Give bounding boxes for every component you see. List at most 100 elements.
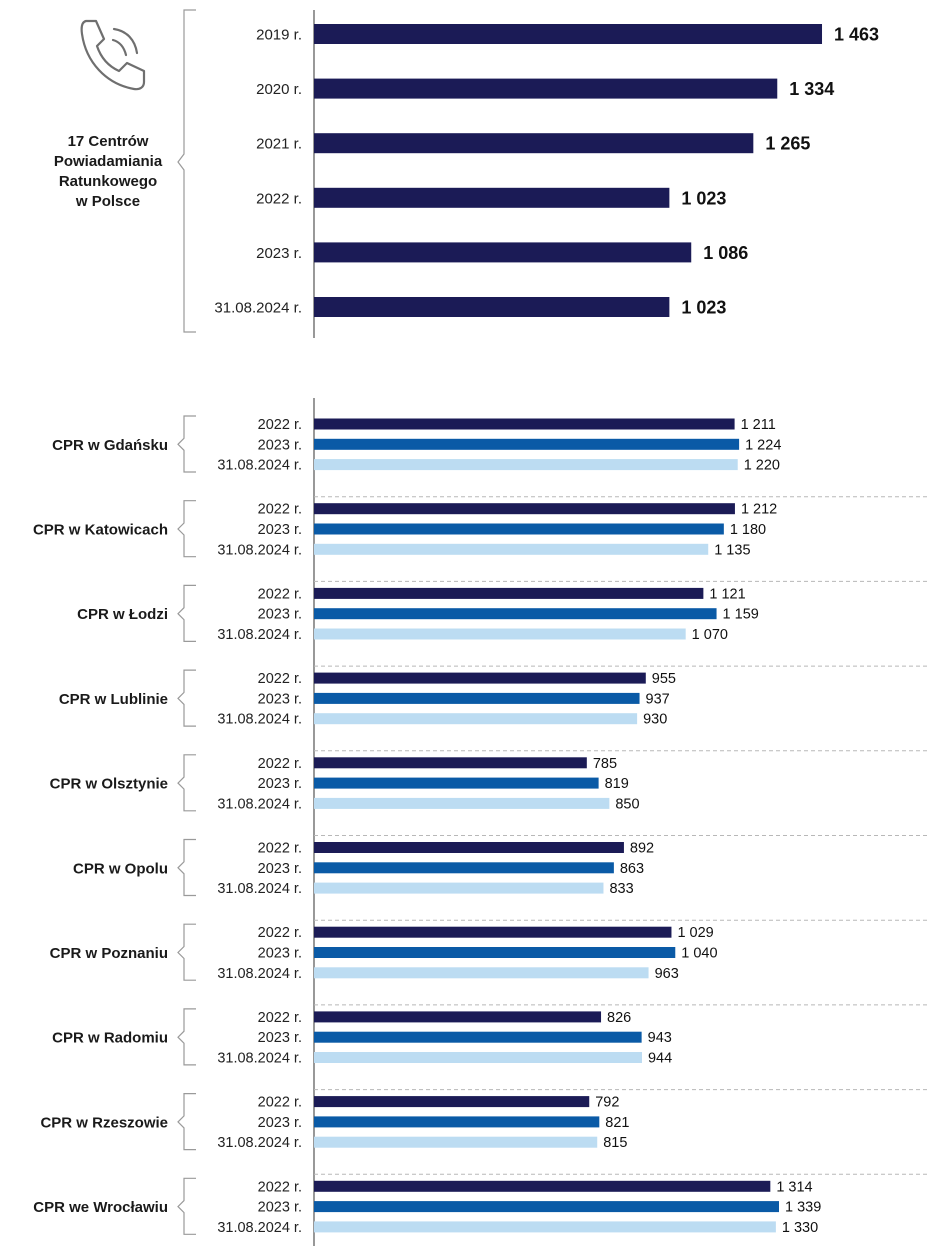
bar	[314, 692, 640, 704]
bar	[314, 587, 704, 599]
top-group-label-line: Ratunkowego	[59, 173, 157, 190]
group-label: CPR w Katowicach	[33, 522, 168, 539]
bar	[314, 1116, 600, 1128]
bar	[314, 926, 672, 938]
group-brace	[177, 584, 196, 642]
series-label: 2022 r.	[258, 756, 302, 772]
series-label: 31.08.2024 r.	[217, 881, 302, 897]
series-label: 2022 r.	[258, 841, 302, 857]
value-label: 1 159	[723, 607, 759, 623]
bar	[314, 1201, 779, 1213]
series-label: 2023 r.	[258, 437, 302, 453]
group-brace	[177, 669, 196, 727]
value-label: 1 180	[730, 522, 766, 538]
bar	[314, 459, 738, 471]
value-label: 815	[603, 1135, 627, 1151]
top-bar	[314, 242, 692, 263]
bar	[314, 1011, 602, 1023]
bar	[314, 757, 587, 769]
value-label: 930	[643, 712, 667, 728]
bar	[314, 543, 709, 555]
bar	[314, 503, 735, 515]
bar	[314, 1096, 590, 1108]
group-brace	[177, 415, 196, 473]
group-brace	[177, 1177, 196, 1235]
group-brace	[177, 1093, 196, 1151]
group-brace	[177, 838, 196, 897]
series-label: 2022 r.	[258, 925, 302, 941]
value-label: 819	[605, 776, 629, 792]
series-label: 31.08.2024 r.	[217, 1220, 302, 1236]
group-label: CPR we Wrocławiu	[33, 1199, 168, 1216]
value-label: 863	[620, 861, 644, 877]
bar	[314, 1136, 598, 1148]
group-label: CPR w Lublinie	[59, 691, 168, 708]
value-label: 1 330	[782, 1220, 818, 1236]
series-label: 2022 r.	[258, 1010, 302, 1026]
value-label: 785	[593, 756, 617, 772]
bar	[314, 1031, 642, 1043]
top-category-label: 2022 r.	[256, 190, 302, 207]
top-bar	[314, 297, 670, 317]
bar	[314, 797, 610, 809]
group-label: CPR w Radomiu	[52, 1030, 168, 1047]
top-value-label: 1 023	[681, 298, 726, 318]
value-label: 1 314	[776, 1179, 812, 1195]
bar	[314, 862, 614, 874]
group-label: CPR w Poznaniu	[50, 945, 168, 962]
top-group-label-line: 17 Centrów	[68, 133, 149, 150]
bar	[314, 947, 676, 958]
value-label: 821	[605, 1115, 629, 1131]
phone-icon	[80, 19, 146, 91]
top-category-label: 31.08.2024 r.	[214, 300, 302, 317]
bar	[314, 842, 624, 853]
series-label: 2023 r.	[258, 1115, 302, 1131]
group-label: CPR w Olsztynie	[50, 776, 168, 793]
bar	[314, 418, 735, 430]
value-label: 850	[615, 796, 639, 812]
series-label: 31.08.2024 r.	[217, 458, 302, 474]
top-value-label: 1 334	[789, 79, 834, 99]
value-label: 1 029	[677, 925, 713, 941]
series-label: 2022 r.	[258, 502, 302, 518]
value-label: 1 224	[745, 437, 781, 453]
value-label: 833	[609, 881, 633, 897]
bar	[314, 1052, 642, 1063]
bar	[314, 608, 717, 620]
bar	[314, 882, 604, 894]
top-category-label: 2023 r.	[256, 245, 302, 262]
bar	[314, 713, 638, 725]
bar	[314, 438, 740, 450]
bar	[314, 777, 599, 789]
series-label: 31.08.2024 r.	[217, 712, 302, 728]
value-label: 1 040	[681, 946, 717, 962]
top-group-label-line: w Polsce	[75, 193, 140, 210]
series-label: 31.08.2024 r.	[217, 627, 302, 643]
series-label: 31.08.2024 r.	[217, 1051, 302, 1067]
series-label: 2023 r.	[258, 607, 302, 623]
value-label: 1 339	[785, 1200, 821, 1216]
series-label: 31.08.2024 r.	[217, 966, 302, 982]
series-label: 2022 r.	[258, 586, 302, 602]
series-label: 2023 r.	[258, 522, 302, 538]
top-category-label: 2021 r.	[256, 136, 302, 153]
group-brace	[177, 500, 196, 558]
group-label: CPR w Gdańsku	[52, 437, 168, 454]
group-label: CPR w Łodzi	[77, 606, 168, 623]
top-value-label: 1 463	[834, 25, 879, 45]
value-label: 944	[648, 1051, 672, 1067]
series-label: 2022 r.	[258, 1095, 302, 1111]
value-label: 1 211	[741, 417, 776, 433]
group-label: CPR w Rzeszowie	[40, 1114, 168, 1131]
series-label: 2023 r.	[258, 1200, 302, 1216]
group-brace	[177, 1008, 196, 1066]
series-label: 2023 r.	[258, 946, 302, 962]
value-label: 1 070	[692, 627, 728, 643]
value-label: 955	[652, 671, 676, 687]
bar	[314, 1180, 771, 1192]
top-bar	[314, 24, 823, 44]
series-label: 2023 r.	[258, 861, 302, 877]
series-label: 2022 r.	[258, 1179, 302, 1195]
top-value-label: 1 023	[681, 188, 726, 208]
